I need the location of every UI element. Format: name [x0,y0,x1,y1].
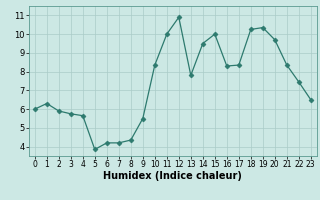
X-axis label: Humidex (Indice chaleur): Humidex (Indice chaleur) [103,171,242,181]
